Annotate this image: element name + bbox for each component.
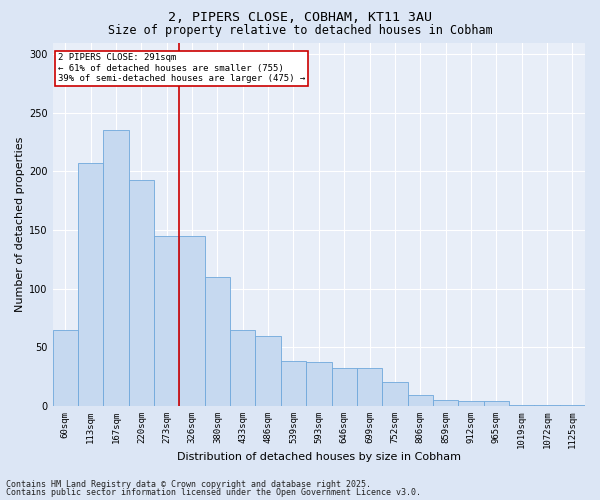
Text: Contains HM Land Registry data © Crown copyright and database right 2025.: Contains HM Land Registry data © Crown c… [6,480,371,489]
Bar [509,404,535,406]
Bar [332,368,357,406]
Bar [535,404,560,406]
Bar [129,180,154,406]
Bar [433,400,458,406]
Bar [256,336,281,406]
Bar [407,396,433,406]
Bar [205,277,230,406]
Bar [154,236,179,406]
X-axis label: Distribution of detached houses by size in Cobham: Distribution of detached houses by size … [177,452,461,462]
Bar [281,362,306,406]
Bar [230,330,256,406]
Text: Size of property relative to detached houses in Cobham: Size of property relative to detached ho… [107,24,493,37]
Text: 2 PIPERS CLOSE: 291sqm
← 61% of detached houses are smaller (755)
39% of semi-de: 2 PIPERS CLOSE: 291sqm ← 61% of detached… [58,54,305,83]
Bar [53,330,78,406]
Bar [179,236,205,406]
Bar [357,368,382,406]
Bar [560,404,585,406]
Bar [103,130,129,406]
Bar [382,382,407,406]
Text: 2, PIPERS CLOSE, COBHAM, KT11 3AU: 2, PIPERS CLOSE, COBHAM, KT11 3AU [168,11,432,24]
Bar [458,401,484,406]
Bar [78,163,103,406]
Bar [306,362,332,406]
Y-axis label: Number of detached properties: Number of detached properties [15,136,25,312]
Text: Contains public sector information licensed under the Open Government Licence v3: Contains public sector information licen… [6,488,421,497]
Bar [484,401,509,406]
